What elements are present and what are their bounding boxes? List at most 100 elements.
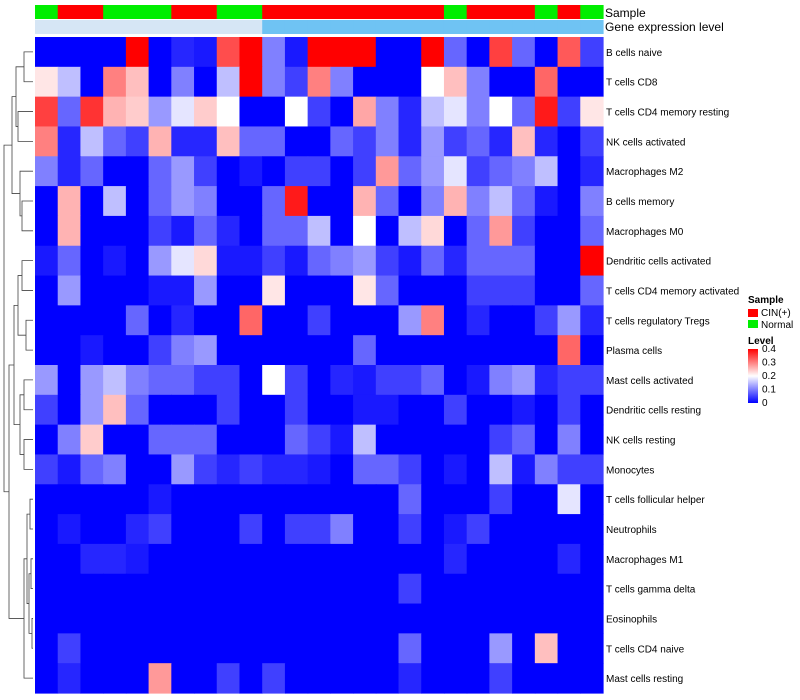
legend-level-tick: 0.4 xyxy=(762,344,776,355)
heatmap-cell xyxy=(148,335,172,366)
heatmap-cell xyxy=(557,186,581,217)
heatmap-cell xyxy=(284,245,309,277)
heatmap-cell xyxy=(284,603,309,634)
heatmap-cell xyxy=(262,663,286,694)
heatmap-cell xyxy=(35,514,59,545)
annotation-sample-cell xyxy=(534,5,559,19)
heatmap-cell xyxy=(421,573,445,605)
heatmap-cell xyxy=(307,305,331,336)
heatmap-cell xyxy=(239,633,263,664)
heatmap-cell xyxy=(330,573,354,605)
heatmap-cell xyxy=(194,275,218,306)
heatmap-cell xyxy=(489,663,513,694)
heatmap-cell xyxy=(421,245,445,277)
dendrogram-branch xyxy=(19,394,24,455)
annotation-sample-cell xyxy=(398,5,422,19)
heatmap-cell xyxy=(353,156,377,187)
heatmap-cell xyxy=(57,424,82,456)
dendrogram-branch xyxy=(15,66,24,127)
heatmap-cell xyxy=(284,573,309,605)
heatmap-cell xyxy=(580,96,604,128)
annotation-gene-level-cell xyxy=(534,20,559,34)
heatmap-cell xyxy=(284,365,309,396)
heatmap-cell xyxy=(194,573,218,605)
heatmap-cell xyxy=(148,96,172,128)
heatmap-cell xyxy=(421,663,445,694)
heatmap-cell xyxy=(171,215,195,247)
heatmap-cell xyxy=(80,573,104,605)
heatmap-cell xyxy=(512,454,536,485)
heatmap-cell xyxy=(307,633,331,664)
heatmap-cell xyxy=(580,245,604,277)
heatmap-cell xyxy=(512,186,536,217)
heatmap-cell xyxy=(534,305,559,336)
heatmap-cell xyxy=(216,454,241,485)
heatmap-cell xyxy=(171,484,195,515)
heatmap-cell xyxy=(580,454,604,485)
heatmap-cell xyxy=(194,245,218,277)
heatmap-cell xyxy=(330,543,354,575)
heatmap-cell xyxy=(262,603,286,634)
heatmap-cell xyxy=(239,573,263,605)
annotation-label-sample: Sample xyxy=(605,6,646,20)
heatmap-cell xyxy=(534,394,559,426)
heatmap-cell xyxy=(103,365,127,396)
heatmap-cell xyxy=(262,573,286,605)
heatmap-cell xyxy=(557,215,581,247)
heatmap-cell xyxy=(80,603,104,634)
heatmap-cell xyxy=(80,335,104,366)
heatmap-cell xyxy=(489,514,513,545)
dendrogram-branch xyxy=(23,51,33,83)
heatmap-cell xyxy=(489,96,513,128)
heatmap-cell xyxy=(580,633,604,664)
heatmap-cell xyxy=(216,633,241,664)
heatmap-cell xyxy=(262,424,286,456)
heatmap-cell xyxy=(216,186,241,217)
dendrogram-branch xyxy=(31,618,33,649)
heatmap-cell xyxy=(353,305,377,336)
heatmap-cell xyxy=(557,424,581,456)
heatmap-cell xyxy=(171,365,195,396)
heatmap-cell xyxy=(443,573,468,605)
dendrogram-branch xyxy=(13,304,20,426)
heatmap-cell xyxy=(398,573,422,605)
heatmap-cell xyxy=(421,275,445,306)
heatmap-cell xyxy=(239,245,263,277)
heatmap-cell xyxy=(489,573,513,605)
heatmap-cell xyxy=(284,424,309,456)
heatmap-cell xyxy=(284,335,309,366)
heatmap-cell xyxy=(353,245,377,277)
heatmap-cell xyxy=(580,484,604,515)
heatmap-cell xyxy=(125,454,150,485)
heatmap-cell xyxy=(103,37,127,68)
dendrogram-branch xyxy=(8,364,24,619)
heatmap-cell xyxy=(171,126,195,157)
legend-level-tick: 0 xyxy=(762,398,768,409)
heatmap-cell xyxy=(80,215,104,247)
row-label: T cells CD4 memory resting xyxy=(606,108,729,119)
heatmap-cell xyxy=(307,335,331,366)
heatmap-cell xyxy=(489,66,513,98)
annotation-gene-level-cell xyxy=(262,20,286,34)
row-label: T cells CD4 memory activated xyxy=(606,286,739,297)
heatmap-cell xyxy=(443,186,468,217)
heatmap-cell xyxy=(375,215,400,247)
heatmap-cell xyxy=(512,365,536,396)
heatmap-cell xyxy=(421,633,445,664)
heatmap-cell xyxy=(512,663,536,694)
heatmap-cell xyxy=(421,186,445,217)
heatmap-cell xyxy=(239,454,263,485)
annotation-gene-level-cell xyxy=(57,20,82,34)
heatmap-cell xyxy=(580,186,604,217)
heatmap-cell xyxy=(57,514,82,545)
heatmap-cell xyxy=(216,573,241,605)
heatmap-cell xyxy=(443,424,468,456)
heatmap-cell xyxy=(557,335,581,366)
heatmap-cell xyxy=(148,484,172,515)
heatmap-cell xyxy=(125,245,150,277)
heatmap-cell xyxy=(557,514,581,545)
heatmap-cell xyxy=(194,96,218,128)
heatmap-cell xyxy=(80,37,104,68)
heatmap-cell xyxy=(580,215,604,247)
heatmap-cell xyxy=(398,245,422,277)
